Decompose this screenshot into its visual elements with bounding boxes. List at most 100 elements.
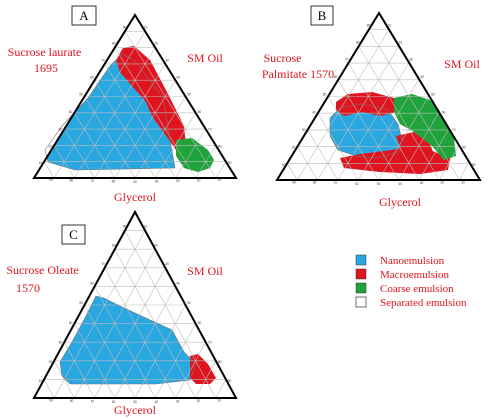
panel-c-grid [43,230,227,399]
tick-label: 80 [218,144,222,148]
tick-label: 70 [208,341,212,345]
tick-label: 70 [90,179,94,183]
panel-b-glycerol-label: Glycerol [379,195,422,209]
panel-c-label: C [69,227,78,242]
tick-label: 30 [409,58,413,62]
panel-c-surfactant-label: Sucrose Oleate 1570 [6,263,81,295]
tick-label: 20 [441,181,445,185]
tick-label: 40 [398,182,402,186]
panel-c-nanoemulsion-region [60,296,196,384]
tick-label: 30 [59,341,63,345]
tick-label: 90 [123,225,127,229]
tick-label: 90 [123,25,127,29]
legend-label-nanoemulsion: Nanoemulsion [380,255,445,267]
tick-label: 50 [187,93,191,97]
tick-label: 60 [112,180,116,184]
legend-label-coarse-emulsion: Coarse emulsion [380,283,454,295]
tick-label: 10 [144,225,148,229]
panel-a-surfactant-label: Sucrose laurate 1695 [8,45,85,75]
panel-a-label-box [71,5,97,26]
legend-item-coarse-emulsion: Coarse emulsion [355,282,454,295]
panel-b-oil-label: SM Oil [444,57,480,71]
tick-label: 40 [155,180,159,184]
panel-c-label-box [61,224,86,245]
legend-label-macroemulsion: Macroemulsion [380,269,450,281]
tick-label: 40 [312,111,316,115]
tick-label: 10 [217,398,221,402]
tick-label: 40 [176,75,180,79]
tick-label: 30 [176,179,180,183]
tick-label: 20 [49,144,53,148]
tick-label: 50 [377,182,381,186]
tick-label: 60 [198,110,202,114]
tick-label: 90 [228,379,232,383]
panel-a: A Sucrose laurate 1695 SM Oil Glycerol [8,5,238,204]
tick-label: 40 [420,75,424,79]
tick-label: 80 [112,42,116,46]
tick-label: 80 [70,399,74,403]
tick-label: 60 [198,321,202,325]
legend-item-macroemulsion: Macroemulsion [355,268,450,281]
legend-item-nanoemulsion: Nanoemulsion [355,254,445,267]
tick-label: 60 [90,75,94,79]
tick-label: 70 [345,58,349,62]
panel-c: C Sucrose Oleate 1570 SM Oil Glycerol [6,209,238,417]
tick-label: 10 [39,379,43,383]
panel-b-surfactant-label: Sucrose Palmitate 1570 [262,51,334,81]
tick-label: 90 [228,161,232,165]
tick-label: 90 [49,178,53,182]
panel-a-label: A [79,8,89,23]
tick-label: 90 [292,180,296,184]
tick-label: 90 [472,163,476,167]
tick-label: 20 [49,360,53,364]
panel-a-grid [43,30,227,179]
panel-a-glycerol-label: Glycerol [114,190,157,204]
panel-b: B Sucrose Palmitate 1570 SM Oil Glycerol [262,5,482,209]
tick-label: 10 [217,178,221,182]
legend-item-separated-emulsion: Separated emulsion [355,296,467,309]
tick-label: 30 [420,181,424,185]
tick-label: 30 [176,399,180,403]
tick-label: 70 [91,399,95,403]
tick-label: 30 [59,127,63,131]
tick-label: 50 [79,93,83,97]
tick-label: 10 [144,25,148,29]
tick-label: 40 [69,321,73,325]
tick-label: 50 [79,301,83,305]
tick-label: 40 [176,281,180,285]
tick-label: 70 [101,58,105,62]
tick-label: 80 [218,360,222,364]
tick-label: 50 [323,93,327,97]
tick-label: 90 [49,398,53,402]
tick-label: 70 [334,181,338,185]
panel-c-macroemulsion-region [190,354,216,384]
tick-label: 20 [197,179,201,183]
tick-label: 20 [154,42,158,46]
panel-c-oil-label: SM Oil [187,264,223,278]
tick-label: 30 [165,262,169,266]
tick-label: 50 [133,400,137,404]
tick-label: 30 [302,128,306,132]
tick-label: 80 [112,243,116,247]
legend-swatch-coarse-emulsion [355,282,367,294]
legend-swatch-nanoemulsion [355,254,367,266]
tick-label: 80 [313,181,317,185]
tick-label: 20 [292,146,296,150]
tick-label: 50 [187,301,191,305]
panel-b-grid [286,29,470,181]
legend-swatch-separated-emulsion [355,296,367,308]
tick-label: 10 [282,163,286,167]
tick-label: 70 [452,128,456,132]
tick-label: 90 [367,24,371,28]
legend-label-separated-emulsion: Separated emulsion [380,297,467,309]
tick-label: 60 [90,281,94,285]
tick-labels: 10 20 30 40 50 60 70 80 90 10 20 30 40 50 60 70 80 90 10 20… [39,24,476,404]
tick-label: 50 [431,93,435,97]
tick-label: 80 [70,179,74,183]
tick-label: 10 [388,24,392,28]
tick-label: 70 [101,262,105,266]
legend: Nanoemulsion Macroemulsion Coarse emulsi… [355,254,467,309]
panel-b-nanoemulsion-region [330,104,402,158]
panel-b-macroemulsion-region-right [396,132,436,162]
